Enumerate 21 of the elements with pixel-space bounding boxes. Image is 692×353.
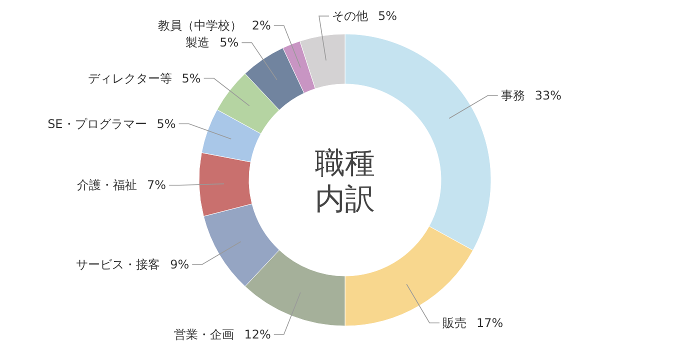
slice-label: サービス・接客 [76,258,160,272]
data-label: 12% [244,327,271,342]
slice-label: SE・プログラマー [48,116,147,131]
data-label: 7% [147,178,166,192]
slice-label: 教員（中学校） [158,18,242,33]
data-label: 5% [156,116,176,131]
slice-label: その他 [332,9,368,24]
data-label: 5% [220,36,239,50]
data-label: 33% [534,88,562,102]
data-label: 5% [182,71,201,86]
slice-label: 製造 [186,36,210,50]
data-label: 9% [170,258,190,272]
data-label: 5% [378,9,398,24]
slice-label: ディレクター等 [88,71,172,86]
data-label: 17% [476,316,504,330]
data-label: 2% [252,18,271,33]
slice-label: 営業・企画 [174,327,234,342]
slice-label: 事務 [500,88,525,102]
slice-label: 介護・福祉 [77,178,138,192]
slice-label: 販売 [442,316,466,330]
text: 職種内訳 [315,146,375,217]
